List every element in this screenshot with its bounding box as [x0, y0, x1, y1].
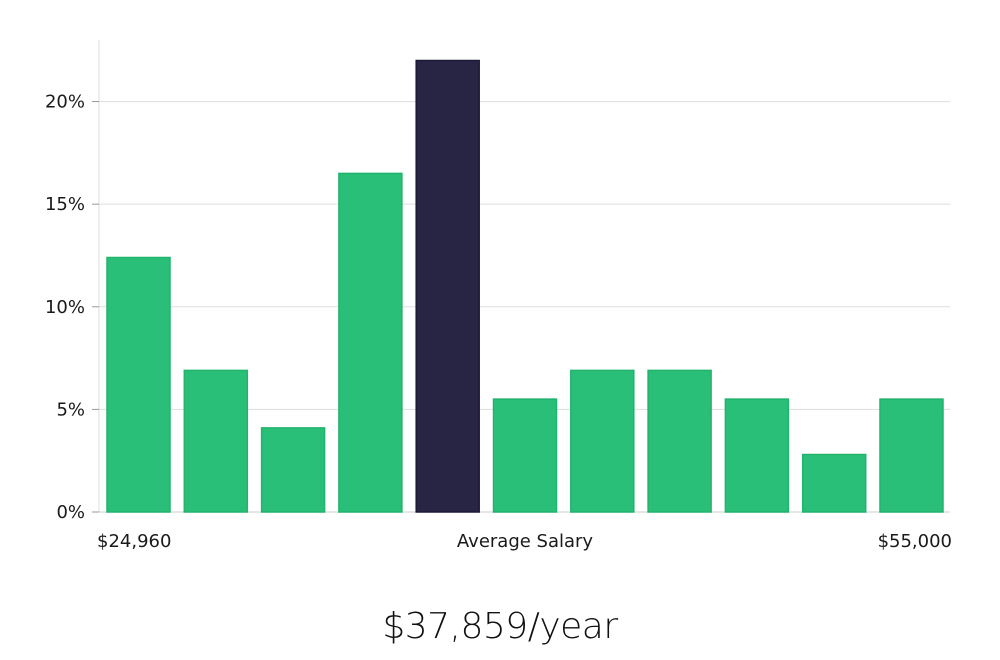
y-tick-label-10: 10% — [45, 297, 85, 318]
bars — [106, 59, 944, 513]
bar-5 — [492, 398, 558, 513]
bar-7 — [647, 369, 712, 513]
average-salary-value: $37,859/year — [382, 606, 618, 647]
salary-distribution-chart: 0% 5% 10% 15% 20% $24,960 Average Salary $55… — [45, 40, 952, 552]
bar-average-salary — [415, 59, 480, 513]
y-tick-label-5: 5% — [56, 399, 85, 420]
y-tick-labels: 0% 5% 10% 15% 20% — [45, 92, 99, 523]
x-max-label: $55,000 — [878, 531, 952, 552]
bar-0 — [106, 256, 171, 513]
bar-6 — [570, 369, 635, 513]
x-axis-title: Average Salary — [457, 531, 594, 552]
bar-1 — [183, 369, 249, 513]
bar-2 — [260, 427, 326, 513]
bar-3 — [338, 172, 403, 513]
x-min-label: $24,960 — [97, 531, 171, 552]
y-tick-label-20: 20% — [45, 92, 85, 113]
bar-8 — [724, 398, 790, 513]
y-tick-label-15: 15% — [45, 194, 85, 215]
bar-10 — [879, 398, 944, 513]
y-tick-label-0: 0% — [56, 502, 85, 523]
grid-lines — [99, 101, 950, 410]
bar-9 — [801, 453, 867, 513]
